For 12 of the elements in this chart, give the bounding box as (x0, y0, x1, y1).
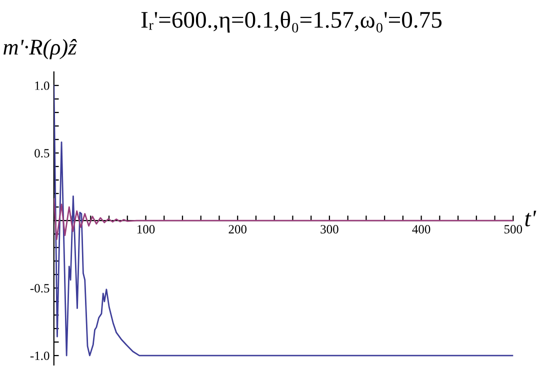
x-tick-label: 500 (504, 225, 522, 234)
y-tick-label: 1.0 (35, 81, 50, 90)
x-axis-title: t' (525, 210, 536, 226)
x-tick-label: 400 (412, 225, 430, 234)
x-tick-label: 300 (320, 225, 338, 234)
x-tick-label: 200 (228, 225, 246, 234)
x-tick-label: 100 (137, 225, 155, 234)
y-tick-label: -0.5 (30, 284, 50, 293)
chart-title: Iᵣ'=600.,η=0.1,θ₀=1.57,ω₀'=0.75 (141, 11, 442, 33)
y-axis-title: m'·R(ρ)ẑ (4, 39, 77, 60)
y-tick-label: 0.5 (34, 149, 50, 158)
y-tick-label: -1.0 (30, 352, 50, 360)
